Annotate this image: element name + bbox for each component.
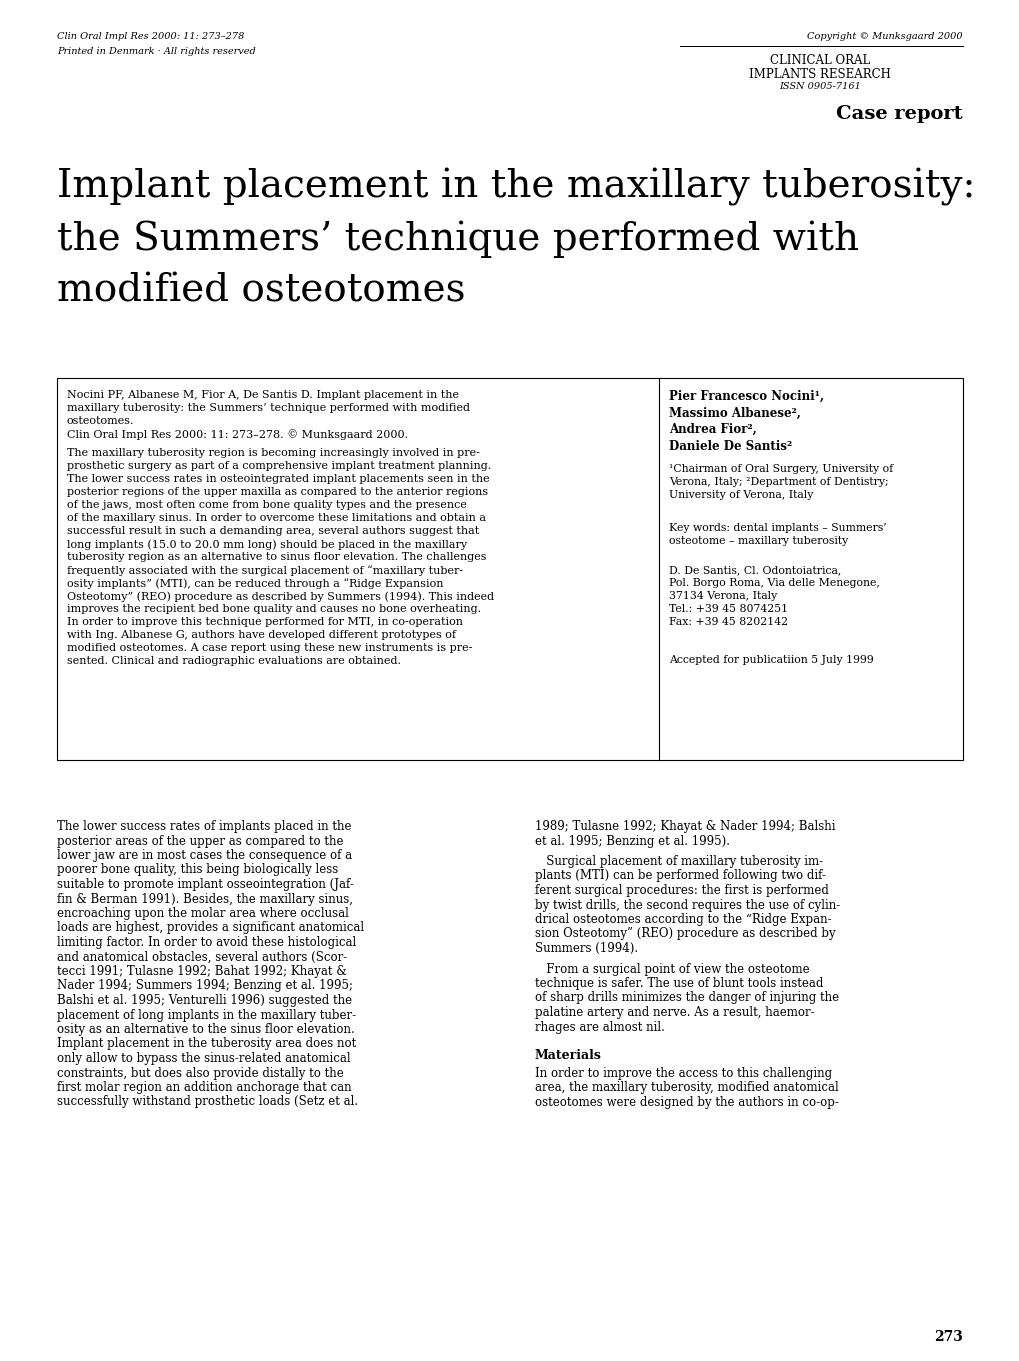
Text: 37134 Verona, Italy: 37134 Verona, Italy — [668, 591, 776, 602]
Text: et al. 1995; Benzing et al. 1995).: et al. 1995; Benzing et al. 1995). — [535, 834, 730, 848]
Text: modified osteotomes: modified osteotomes — [57, 272, 465, 309]
Text: The lower success rates of implants placed in the: The lower success rates of implants plac… — [57, 819, 352, 833]
Text: poorer bone quality, this being biologically less: poorer bone quality, this being biologic… — [57, 863, 338, 876]
Text: Surgical placement of maxillary tuberosity im-: Surgical placement of maxillary tuberosi… — [535, 855, 822, 868]
Text: with Ing. Albanese G, authors have developed different prototypes of: with Ing. Albanese G, authors have devel… — [67, 630, 455, 640]
Bar — [57, 378, 962, 759]
Text: Osteotomy” (REO) procedure as described by Summers (1994). This indeed: Osteotomy” (REO) procedure as described … — [67, 591, 493, 602]
Text: posterior regions of the upper maxilla as compared to the anterior regions: posterior regions of the upper maxilla a… — [67, 487, 488, 497]
Text: plants (MTI) can be performed following two dif-: plants (MTI) can be performed following … — [535, 870, 825, 882]
Text: area, the maxillary tuberosity, modified anatomical: area, the maxillary tuberosity, modified… — [535, 1082, 838, 1094]
Text: fin & Berman 1991). Besides, the maxillary sinus,: fin & Berman 1991). Besides, the maxilla… — [57, 893, 353, 905]
Text: osity implants” (MTI), can be reduced through a “Ridge Expansion: osity implants” (MTI), can be reduced th… — [67, 578, 443, 589]
Text: limiting factor. In order to avoid these histological: limiting factor. In order to avoid these… — [57, 936, 356, 949]
Text: Balshi et al. 1995; Venturelli 1996) suggested the: Balshi et al. 1995; Venturelli 1996) sug… — [57, 994, 352, 1007]
Text: sented. Clinical and radiographic evaluations are obtained.: sented. Clinical and radiographic evalua… — [67, 656, 400, 666]
Text: Tel.: +39 45 8074251: Tel.: +39 45 8074251 — [668, 604, 788, 614]
Text: 1989; Tulasne 1992; Khayat & Nader 1994; Balshi: 1989; Tulasne 1992; Khayat & Nader 1994;… — [535, 819, 835, 833]
Text: by twist drills, the second requires the use of cylin-: by twist drills, the second requires the… — [535, 898, 840, 912]
Text: Case report: Case report — [836, 105, 962, 122]
Text: Pol. Borgo Roma, Via delle Menegone,: Pol. Borgo Roma, Via delle Menegone, — [668, 578, 879, 588]
Text: frequently associated with the surgical placement of “maxillary tuber-: frequently associated with the surgical … — [67, 565, 463, 576]
Text: loads are highest, provides a significant anatomical: loads are highest, provides a significan… — [57, 921, 364, 935]
Text: improves the recipient bed bone quality and causes no bone overheating.: improves the recipient bed bone quality … — [67, 604, 481, 614]
Text: IMPLANTS RESEARCH: IMPLANTS RESEARCH — [748, 68, 890, 82]
Text: of the jaws, most often come from bone quality types and the presence: of the jaws, most often come from bone q… — [67, 499, 467, 510]
Text: In order to improve the access to this challenging: In order to improve the access to this c… — [535, 1067, 832, 1081]
Text: Accepted for publicatiion 5 July 1999: Accepted for publicatiion 5 July 1999 — [668, 655, 873, 666]
Text: Fax: +39 45 8202142: Fax: +39 45 8202142 — [668, 617, 788, 627]
Text: University of Verona, Italy: University of Verona, Italy — [668, 490, 812, 499]
Text: Key words: dental implants – Summers’: Key words: dental implants – Summers’ — [668, 523, 886, 534]
Text: prosthetic surgery as part of a comprehensive implant treatment planning.: prosthetic surgery as part of a comprehe… — [67, 461, 491, 471]
Text: drical osteotomes according to the “Ridge Expan-: drical osteotomes according to the “Ridg… — [535, 913, 830, 925]
Text: placement of long implants in the maxillary tuber-: placement of long implants in the maxill… — [57, 1009, 356, 1022]
Text: Materials: Materials — [535, 1049, 601, 1062]
Text: and anatomical obstacles, several authors (Scor-: and anatomical obstacles, several author… — [57, 950, 346, 964]
Text: D. De Santis, Cl. Odontoiatrica,: D. De Santis, Cl. Odontoiatrica, — [668, 565, 841, 574]
Text: successful result in such a demanding area, several authors suggest that: successful result in such a demanding ar… — [67, 525, 479, 536]
Text: 273: 273 — [933, 1330, 962, 1345]
Text: successfully withstand prosthetic loads (Setz et al.: successfully withstand prosthetic loads … — [57, 1096, 358, 1108]
Text: Andrea Fior²,: Andrea Fior², — [668, 423, 756, 436]
Text: Daniele De Santis²: Daniele De Santis² — [668, 440, 792, 452]
Text: suitable to promote implant osseointegration (Jaf-: suitable to promote implant osseointegra… — [57, 878, 354, 891]
Text: Massimo Albanese²,: Massimo Albanese², — [668, 407, 800, 419]
Text: CLINICAL ORAL: CLINICAL ORAL — [769, 54, 869, 67]
Text: long implants (15.0 to 20.0 mm long) should be placed in the maxillary: long implants (15.0 to 20.0 mm long) sho… — [67, 539, 467, 550]
Text: Printed in Denmark · All rights reserved: Printed in Denmark · All rights reserved — [57, 48, 256, 56]
Text: Clin Oral Impl Res 2000: 11: 273–278. © Munksgaard 2000.: Clin Oral Impl Res 2000: 11: 273–278. © … — [67, 429, 408, 440]
Text: Verona, Italy; ²Department of Dentistry;: Verona, Italy; ²Department of Dentistry; — [668, 476, 888, 487]
Text: first molar region an addition anchorage that can: first molar region an addition anchorage… — [57, 1081, 352, 1094]
Text: osteotomes were designed by the authors in co-op-: osteotomes were designed by the authors … — [535, 1096, 838, 1109]
Text: osteotomes.: osteotomes. — [67, 416, 135, 426]
Text: technique is safer. The use of blunt tools instead: technique is safer. The use of blunt too… — [535, 977, 822, 989]
Text: ferent surgical procedures: the first is performed: ferent surgical procedures: the first is… — [535, 885, 828, 897]
Text: lower jaw are in most cases the consequence of a: lower jaw are in most cases the conseque… — [57, 849, 352, 862]
Text: Implant placement in the tuberosity area does not: Implant placement in the tuberosity area… — [57, 1037, 356, 1051]
Text: In order to improve this technique performed for MTI, in co-operation: In order to improve this technique perfo… — [67, 617, 463, 627]
Text: ¹Chairman of Oral Surgery, University of: ¹Chairman of Oral Surgery, University of — [668, 464, 893, 474]
Text: Nocini PF, Albanese M, Fior A, De Santis D. Implant placement in the: Nocini PF, Albanese M, Fior A, De Santis… — [67, 391, 459, 400]
Text: From a surgical point of view the osteotome: From a surgical point of view the osteot… — [535, 962, 809, 976]
Text: only allow to bypass the sinus-related anatomical: only allow to bypass the sinus-related a… — [57, 1052, 351, 1066]
Text: Pier Francesco Nocini¹,: Pier Francesco Nocini¹, — [668, 391, 823, 403]
Text: Summers (1994).: Summers (1994). — [535, 942, 638, 955]
Text: of sharp drills minimizes the danger of injuring the: of sharp drills minimizes the danger of … — [535, 992, 839, 1004]
Text: osity as an alternative to the sinus floor elevation.: osity as an alternative to the sinus flo… — [57, 1023, 355, 1036]
Text: The lower success rates in osteointegrated implant placements seen in the: The lower success rates in osteointegrat… — [67, 474, 489, 485]
Text: Clin Oral Impl Res 2000: 11: 273–278: Clin Oral Impl Res 2000: 11: 273–278 — [57, 33, 245, 41]
Text: sion Osteotomy” (REO) procedure as described by: sion Osteotomy” (REO) procedure as descr… — [535, 927, 835, 940]
Text: of the maxillary sinus. In order to overcome these limitations and obtain a: of the maxillary sinus. In order to over… — [67, 513, 485, 523]
Text: ISSN 0905-7161: ISSN 0905-7161 — [779, 82, 860, 91]
Text: posterior areas of the upper as compared to the: posterior areas of the upper as compared… — [57, 834, 343, 848]
Text: tuberosity region as an alternative to sinus floor elevation. The challenges: tuberosity region as an alternative to s… — [67, 553, 486, 562]
Text: Copyright © Munksgaard 2000: Copyright © Munksgaard 2000 — [807, 33, 962, 41]
Text: rhages are almost nil.: rhages are almost nil. — [535, 1021, 664, 1033]
Text: maxillary tuberosity: the Summers’ technique performed with modified: maxillary tuberosity: the Summers’ techn… — [67, 403, 470, 412]
Text: encroaching upon the molar area where occlusal: encroaching upon the molar area where oc… — [57, 906, 348, 920]
Text: modified osteotomes. A case report using these new instruments is pre-: modified osteotomes. A case report using… — [67, 642, 472, 653]
Text: Implant placement in the maxillary tuberosity:: Implant placement in the maxillary tuber… — [57, 167, 974, 206]
Text: tecci 1991; Tulasne 1992; Bahat 1992; Khayat &: tecci 1991; Tulasne 1992; Bahat 1992; Kh… — [57, 965, 346, 979]
Text: the Summers’ technique performed with: the Summers’ technique performed with — [57, 220, 858, 257]
Text: osteotome – maxillary tuberosity: osteotome – maxillary tuberosity — [668, 536, 848, 546]
Text: The maxillary tuberosity region is becoming increasingly involved in pre-: The maxillary tuberosity region is becom… — [67, 448, 479, 459]
Text: palatine artery and nerve. As a result, haemor-: palatine artery and nerve. As a result, … — [535, 1006, 814, 1019]
Text: Nader 1994; Summers 1994; Benzing et al. 1995;: Nader 1994; Summers 1994; Benzing et al.… — [57, 980, 353, 992]
Text: constraints, but does also provide distally to the: constraints, but does also provide dista… — [57, 1067, 343, 1079]
